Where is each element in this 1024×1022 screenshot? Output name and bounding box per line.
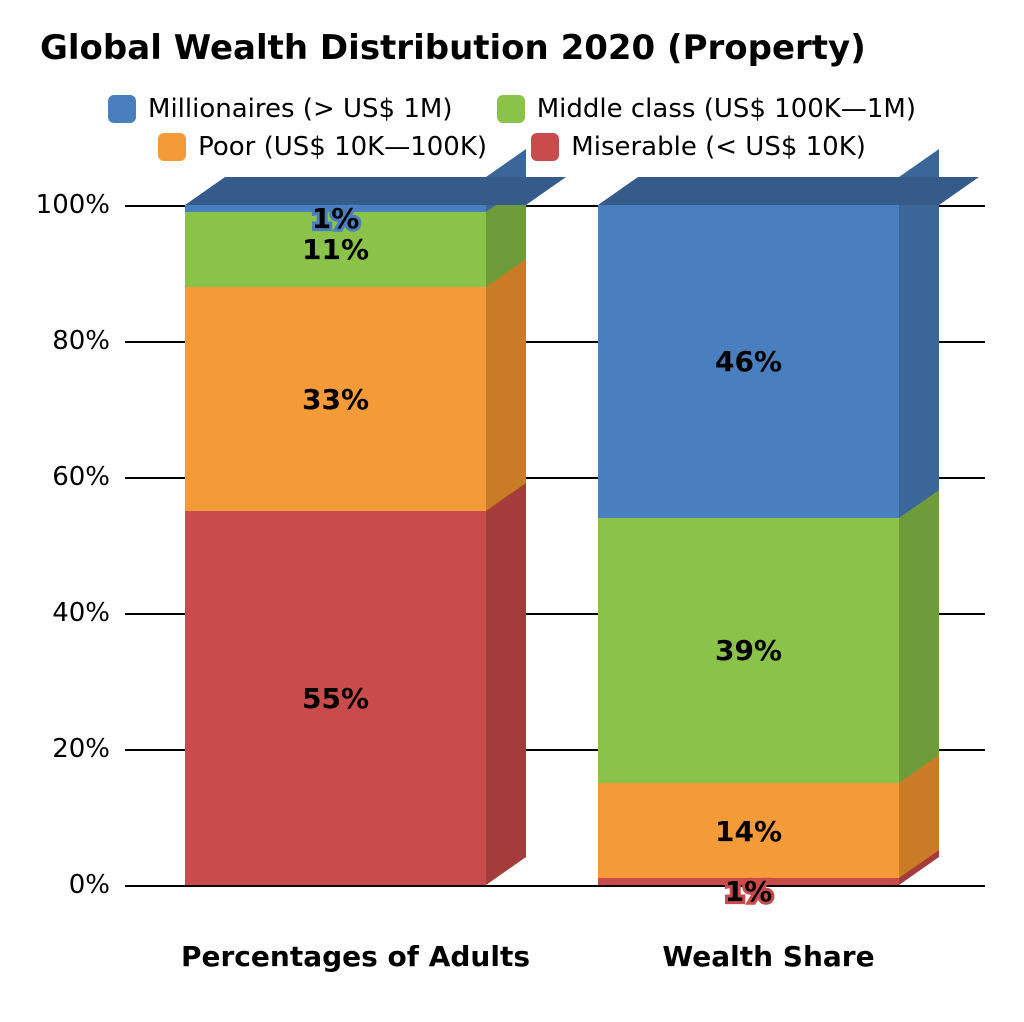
chart-root: Global Wealth Distribution 2020 (Propert… <box>0 0 1024 1022</box>
value-label-wealth-poor: 14%14% <box>598 815 899 848</box>
legend-item-poor: Poor (US$ 10K—100K) <box>158 132 487 162</box>
ytick-20: 20% <box>25 734 110 764</box>
value-labels-layer: 55%55%33%33%11%11%1%1%1%1%14%14%39%39%46… <box>125 205 985 885</box>
legend-item-miserable: Miserable (< US$ 10K) <box>531 132 866 162</box>
legend-swatch-miserable <box>531 133 559 161</box>
legend-label-miserable: Miserable (< US$ 10K) <box>571 132 866 162</box>
legend-swatch-poor <box>158 133 186 161</box>
value-label-wealth-middle: 39%39% <box>598 634 899 667</box>
legend-row-1: Millionaires (> US$ 1M) Middle class (US… <box>0 94 1024 130</box>
x-axis-label-adults: Percentages of Adults <box>176 940 536 973</box>
legend-item-millionaires: Millionaires (> US$ 1M) <box>108 94 452 124</box>
legend-label-middle: Middle class (US$ 100K—1M) <box>537 94 916 124</box>
chart-title: Global Wealth Distribution 2020 (Propert… <box>40 28 866 68</box>
value-label-wealth-miserable: 1%1% <box>598 875 899 908</box>
legend-item-middle: Middle class (US$ 100K—1M) <box>497 94 916 124</box>
legend-swatch-middle <box>497 95 525 123</box>
value-label-wealth-millionaires: 46%46% <box>598 345 899 378</box>
ytick-60: 60% <box>25 462 110 492</box>
x-axis-label-wealth: Wealth Share <box>589 940 949 973</box>
legend-swatch-millionaires <box>108 95 136 123</box>
legend-label-poor: Poor (US$ 10K—100K) <box>198 132 487 162</box>
ytick-100: 100% <box>25 190 110 220</box>
value-label-adults-poor: 33%33% <box>185 383 486 416</box>
ytick-0: 0% <box>25 870 110 900</box>
legend-label-millionaires: Millionaires (> US$ 1M) <box>148 94 452 124</box>
ytick-80: 80% <box>25 326 110 356</box>
plot-area: 100% 80% 60% 40% 20% 0% 55%55%33%33%11%1… <box>125 205 985 885</box>
ytick-40: 40% <box>25 598 110 628</box>
value-label-adults-miserable: 55%55% <box>185 682 486 715</box>
value-label-adults-middle: 11%11% <box>185 233 486 266</box>
value-label-adults-millionaires: 1%1% <box>185 202 486 235</box>
